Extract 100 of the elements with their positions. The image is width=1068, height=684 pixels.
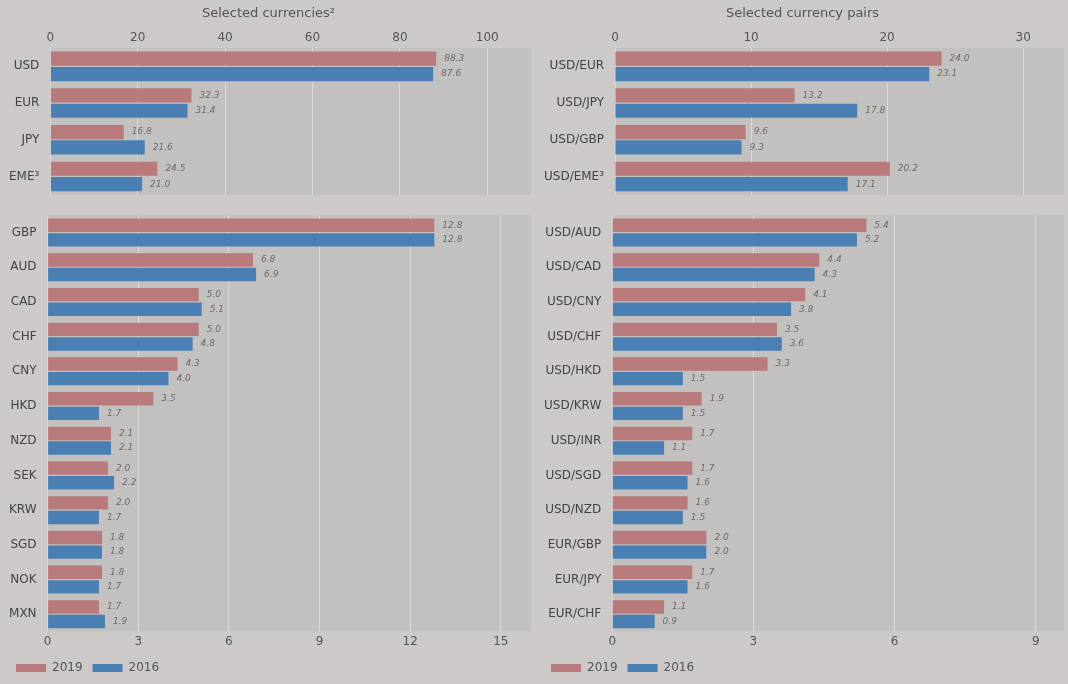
y-tick-label: USD/CHF [547, 328, 602, 343]
bar [48, 371, 169, 386]
data-label: 20.2 [897, 163, 919, 174]
y-tick-label: SGD [10, 536, 37, 551]
data-label: 23.1 [937, 68, 958, 79]
y-tick-label: USD/CAD [545, 259, 602, 274]
y-tick-label: AUD [10, 259, 37, 274]
y-tick-label: SEK [13, 467, 38, 482]
y-tick-label: JPY [20, 131, 40, 146]
data-label: 3.3 [775, 358, 791, 369]
data-label: 5.1 [209, 303, 224, 314]
x-tick-label: 12 [402, 633, 418, 648]
bar [48, 426, 112, 441]
bar [48, 322, 199, 337]
bar [48, 233, 435, 247]
bar [612, 426, 693, 441]
data-label: 1.6 [695, 477, 711, 488]
data-label: 88.3 [444, 52, 465, 63]
bar [615, 124, 746, 140]
y-tick-label: EUR/GBP [547, 536, 602, 551]
data-label: 17.8 [865, 105, 886, 116]
bar [48, 510, 99, 525]
data-label: 1.6 [695, 581, 711, 592]
x2-tick-label: 20 [879, 29, 895, 44]
x2-tick-label: 40 [217, 29, 233, 44]
y-tick-label: USD/NZD [545, 502, 602, 517]
bar [612, 530, 707, 545]
y-tick-label: USD/EME³ [544, 168, 605, 183]
legend-label: 2019 [52, 660, 83, 675]
bar [50, 140, 145, 155]
data-label: 17.1 [855, 178, 876, 189]
y-tick-label: CNY [11, 363, 38, 378]
data-label: 6.8 [261, 254, 276, 265]
bar [48, 600, 99, 614]
bar [612, 322, 777, 337]
legend-label: 2019 [587, 660, 618, 675]
x2-tick-label: 0 [611, 29, 619, 44]
y-tick-label: USD/JPY [556, 95, 605, 110]
bar [50, 103, 188, 118]
bar [48, 302, 202, 316]
data-label: 9.3 [749, 141, 765, 152]
y-tick-label: NOK [10, 571, 38, 586]
y-tick-label: GBP [11, 224, 37, 239]
data-label: 1.5 [690, 407, 706, 418]
bar [612, 287, 806, 302]
x-tick-label: 6 [890, 633, 899, 648]
data-label: 3.8 [799, 303, 814, 314]
data-label: 2.0 [116, 462, 131, 473]
bar [612, 267, 815, 282]
x2-tick-label: 10 [743, 29, 759, 44]
x-tick-label: 3 [749, 633, 758, 648]
bar [48, 461, 109, 475]
data-label: 5.0 [206, 323, 222, 334]
data-label: 13.2 [802, 89, 823, 100]
data-label: 2.1 [119, 442, 134, 453]
bar [615, 66, 930, 82]
data-label: 4.3 [185, 358, 201, 369]
data-label: 1.7 [106, 407, 122, 418]
y-tick-label: USD/INR [550, 432, 602, 447]
bar [612, 545, 707, 559]
x2-tick-label: 0 [46, 29, 55, 44]
data-label: 3.5 [784, 323, 800, 334]
bar [48, 476, 115, 490]
bar [48, 496, 109, 510]
data-label: 1.8 [109, 531, 125, 542]
bar [615, 51, 942, 66]
bar [612, 565, 693, 579]
data-label: 1.7 [700, 462, 715, 473]
y-tick-label: CHF [12, 328, 37, 343]
data-label: 1.7 [106, 601, 122, 612]
y-tick-label: USD/KRW [543, 398, 602, 413]
data-label: 1.7 [106, 511, 122, 522]
data-label: 4.8 [200, 338, 216, 349]
data-label: 1.1 [672, 442, 687, 453]
data-label: 4.1 [813, 289, 828, 300]
x-tick-label: 9 [1031, 633, 1040, 648]
data-label: 32.3 [199, 89, 220, 100]
bar [612, 510, 683, 525]
y-tick-label: USD/EUR [549, 58, 605, 73]
bar [612, 371, 683, 386]
bar [612, 441, 665, 455]
data-label: 2.0 [116, 497, 131, 508]
y-tick-label: USD/HKD [545, 363, 602, 378]
x2-tick-label: 100 [475, 29, 499, 44]
data-label: 4.4 [827, 254, 842, 265]
x-tick-label: 9 [315, 633, 324, 648]
bar [612, 600, 665, 614]
bar [50, 88, 192, 103]
data-label: 1.7 [106, 581, 122, 592]
bar [48, 253, 254, 267]
data-label: 1.7 [700, 427, 715, 438]
y-tick-label: MXN [9, 606, 37, 621]
bar [612, 392, 702, 406]
y-tick-label: EME³ [9, 168, 40, 183]
y-tick-label: NZD [10, 432, 37, 447]
bar [615, 177, 848, 192]
x-tick-label: 0 [608, 633, 617, 648]
data-label: 24.0 [949, 52, 970, 63]
data-label: 5.2 [864, 234, 880, 245]
data-label: 1.1 [672, 601, 687, 612]
